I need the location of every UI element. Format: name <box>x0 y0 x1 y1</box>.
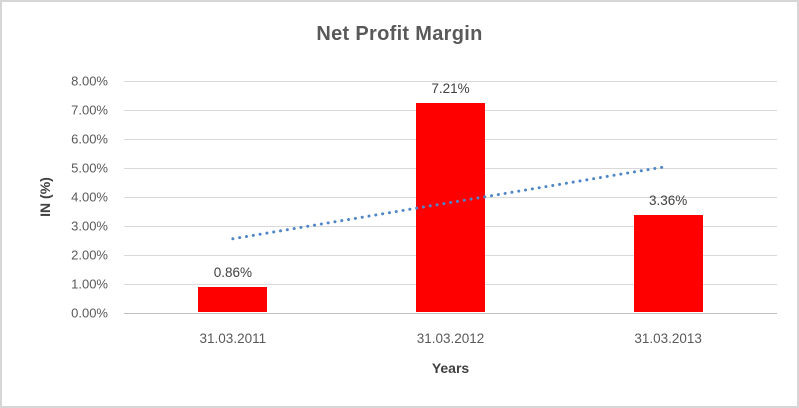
y-tick-label: 0.00% <box>71 305 108 321</box>
y-tick-label: 2.00% <box>71 247 108 263</box>
data-label: 0.86% <box>213 265 252 281</box>
x-tick-label: 31.03.2012 <box>416 331 485 346</box>
x-axis-line <box>124 313 777 314</box>
bar <box>416 102 485 312</box>
plot-area: 0.86% 7.21% 3.36% <box>124 80 777 314</box>
bar <box>198 287 268 312</box>
y-tick-label: 1.00% <box>71 276 108 292</box>
data-label: 3.36% <box>649 192 688 208</box>
y-tick-label: 5.00% <box>71 160 108 176</box>
bar <box>633 214 703 312</box>
x-axis-title: Years <box>431 360 470 376</box>
gridline <box>124 81 777 82</box>
x-tick-label: 31.03.2011 <box>199 331 267 346</box>
data-label: 7.21% <box>431 80 470 96</box>
chart-title: Net Profit Margin <box>316 23 483 45</box>
y-tick-label: 6.00% <box>71 131 108 147</box>
y-tick-label: 4.00% <box>71 189 108 205</box>
x-tick-label: 31.03.2013 <box>634 331 702 346</box>
y-tick-label: 7.00% <box>71 102 108 118</box>
y-tick-label: 8.00% <box>71 73 108 89</box>
y-tick-label: 3.00% <box>71 218 108 234</box>
